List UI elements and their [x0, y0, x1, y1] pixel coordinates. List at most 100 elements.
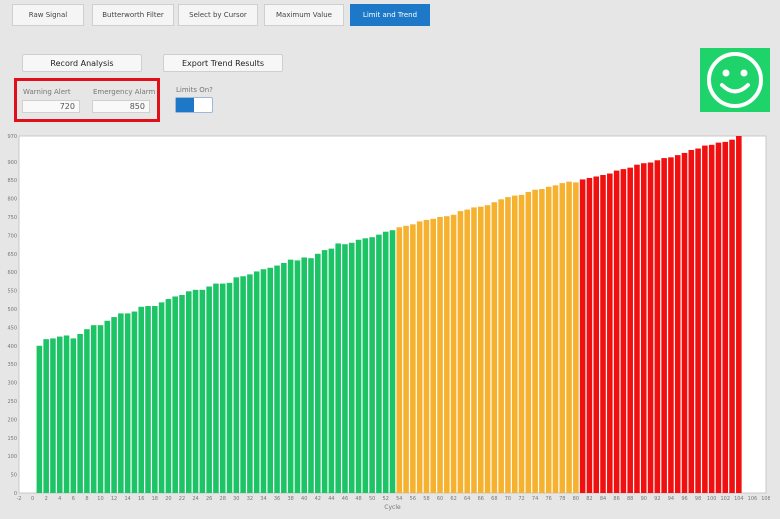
bar — [70, 338, 77, 493]
bar — [281, 262, 287, 493]
bar — [382, 231, 389, 493]
trend-chart: 0 50 100 150 200 250 300 350 400 450 500 550 600 650 7… — [5, 130, 770, 515]
x-tick-label: 64 — [464, 496, 470, 502]
bar — [688, 149, 695, 493]
bar — [287, 259, 294, 493]
bar — [423, 219, 430, 493]
x-tick-label: 36 — [274, 496, 280, 502]
y-tick-label: 850 — [7, 178, 17, 184]
bar — [545, 186, 552, 494]
bar — [477, 206, 484, 493]
y-tick-label: 800 — [7, 197, 17, 203]
bar — [56, 336, 63, 493]
bar — [396, 227, 403, 493]
x-tick-label: 16 — [138, 496, 144, 502]
y-tick-label: 650 — [7, 252, 17, 258]
y-tick-label: 50 — [11, 473, 17, 479]
bar — [165, 299, 172, 493]
x-tick-label: -2 — [17, 496, 22, 502]
x-tick-label: 90 — [641, 496, 647, 502]
bar — [179, 294, 185, 493]
x-tick-label: 58 — [423, 496, 429, 502]
bar — [620, 169, 627, 493]
y-tick-label: 600 — [7, 270, 17, 276]
bar — [260, 269, 267, 493]
bar — [104, 320, 111, 493]
tab-maximum-value[interactable]: Maximum Value — [264, 4, 344, 26]
bar — [579, 179, 586, 493]
x-tick-label: 56 — [410, 496, 416, 502]
x-tick-label: 10 — [97, 496, 103, 502]
record-analysis-button[interactable]: Record Analysis — [22, 54, 142, 72]
bar — [50, 338, 56, 493]
x-tick-label: 80 — [573, 496, 579, 502]
toggle-fill — [176, 98, 194, 112]
y-tick-label: 0 — [14, 491, 17, 497]
limits-on-toggle[interactable] — [175, 97, 213, 113]
bar — [158, 302, 165, 493]
bar — [640, 163, 647, 493]
bar — [138, 306, 145, 493]
bar — [111, 317, 117, 493]
warning-alert-field[interactable]: 720 — [22, 100, 80, 113]
x-tick-label: 78 — [559, 496, 565, 502]
trend-bar-chart: 0501001502002503003504004505005506006507… — [7, 134, 770, 511]
bar — [362, 238, 369, 493]
x-tick-label: 44 — [328, 496, 334, 502]
y-tick-label: 150 — [7, 436, 17, 442]
bar — [586, 177, 593, 493]
bar — [498, 199, 504, 493]
y-tick-label: 300 — [7, 381, 17, 387]
tab-select-by-cursor[interactable]: Select by Cursor — [178, 4, 258, 26]
tab-raw-signal[interactable]: Raw Signal — [12, 4, 84, 26]
bar — [355, 239, 362, 493]
x-tick-label: 30 — [233, 496, 239, 502]
bar — [505, 197, 511, 493]
emergency-alarm-field[interactable]: 850 — [92, 100, 150, 113]
bar — [539, 188, 545, 494]
x-tick-label: 86 — [613, 496, 619, 502]
bar — [471, 207, 477, 493]
bar — [518, 194, 525, 493]
x-tick-label: 0 — [31, 496, 34, 502]
x-tick-label: 94 — [668, 496, 674, 502]
bar — [457, 211, 464, 493]
tab-limit-and-trend[interactable]: Limit and Trend — [350, 4, 430, 26]
x-tick-label: 42 — [315, 496, 321, 502]
bar — [63, 335, 70, 493]
y-tick-label: 450 — [7, 325, 17, 331]
bar — [702, 145, 708, 493]
bar — [559, 183, 566, 493]
y-tick-label: 350 — [7, 362, 17, 368]
bar — [376, 234, 382, 493]
bar — [416, 221, 423, 493]
bar — [511, 195, 518, 493]
bar — [552, 185, 559, 494]
bar — [444, 216, 450, 494]
x-axis-label: Cycle — [384, 504, 401, 511]
bar — [722, 141, 729, 493]
bar — [674, 155, 681, 494]
x-tick-label: 74 — [532, 496, 538, 502]
x-tick-label: 62 — [450, 496, 456, 502]
bar — [213, 283, 219, 493]
x-tick-label: 60 — [437, 496, 443, 502]
export-trend-results-button[interactable]: Export Trend Results — [163, 54, 283, 72]
x-tick-label: 104 — [734, 496, 744, 502]
bar — [348, 242, 355, 493]
limits-panel: Warning Alert 720 Emergency Alarm 850 — [14, 78, 160, 122]
y-tick-label: 970 — [7, 134, 17, 140]
bar — [240, 276, 246, 493]
bar — [43, 339, 49, 493]
bar — [342, 244, 348, 493]
bar — [661, 158, 667, 494]
x-tick-label: 20 — [165, 496, 171, 502]
tab-butterworth-filter[interactable]: Butterworth Filter — [92, 4, 174, 26]
x-tick-label: 68 — [491, 496, 497, 502]
bar — [321, 250, 328, 493]
bar — [233, 277, 240, 493]
x-tick-label: 98 — [695, 496, 701, 502]
bar — [647, 162, 654, 493]
x-tick-label: 92 — [654, 496, 660, 502]
bar — [90, 325, 97, 493]
